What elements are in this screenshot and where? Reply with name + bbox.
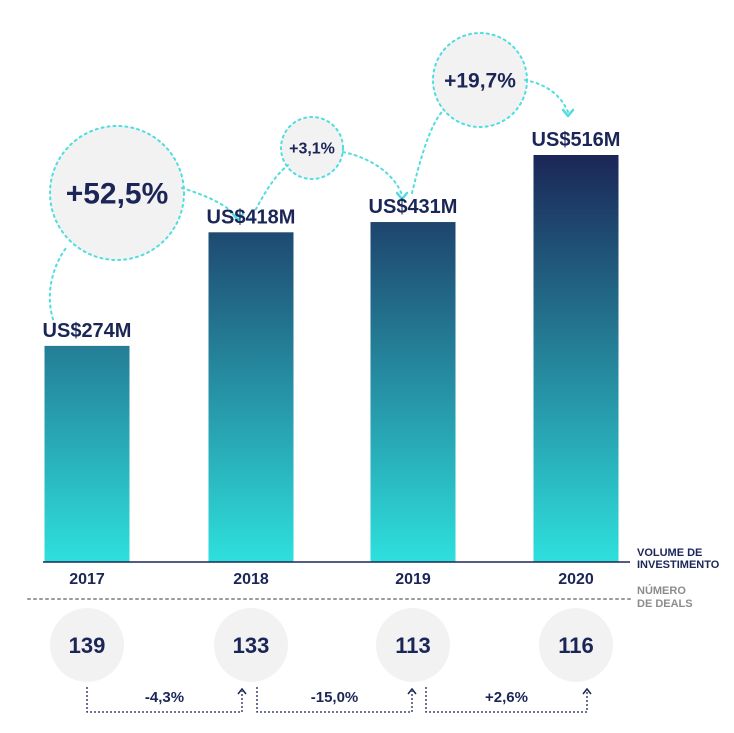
connector-3 xyxy=(249,164,289,221)
connector-arrowhead-1 xyxy=(231,212,245,222)
bar-2019 xyxy=(370,222,456,563)
deals-count-2017: 139 xyxy=(69,633,106,658)
growth-label-3: +19,7% xyxy=(444,69,516,92)
deal-bracket-3 xyxy=(425,687,588,713)
growth-bubble-1 xyxy=(49,125,185,261)
deals-count-2020: 116 xyxy=(558,633,594,658)
deals-label-line2: DE DEALS xyxy=(637,598,693,610)
deal-bracket-arrow-3 xyxy=(582,687,592,695)
growth-label-1: +52,5% xyxy=(66,178,169,211)
connector-5 xyxy=(411,111,443,194)
deals-circle-2020 xyxy=(539,608,613,682)
deal-bracket-2 xyxy=(256,687,413,713)
value-label-2017: US$274M xyxy=(43,320,132,342)
deal-bracket-arrow-2 xyxy=(407,687,417,695)
value-label-2020: US$516M xyxy=(532,129,621,151)
growth-bubbles: +52,5% +3,1% +19,7% xyxy=(49,32,528,261)
deal-change-label-1: -4,3% xyxy=(145,689,184,706)
deals-section: 139 133 113 116 -4,3% -15,0% +2,6% xyxy=(50,608,613,713)
deals-circle-2019 xyxy=(376,608,450,682)
connector-arrowhead-3 xyxy=(561,108,575,118)
deal-bracket-1 xyxy=(86,687,243,713)
value-label-2018: US$418M xyxy=(207,206,296,228)
value-label-2019: US$431M xyxy=(369,196,458,218)
deals-circle-2018 xyxy=(214,608,288,682)
bar-2020 xyxy=(533,155,619,562)
deals-label-line1: NÚMERO xyxy=(637,584,686,597)
growth-bubble-2 xyxy=(280,116,344,180)
year-label-2019: 2019 xyxy=(395,571,431,588)
year-label-2017: 2017 xyxy=(69,571,105,588)
connector-1 xyxy=(48,247,67,326)
connector-6 xyxy=(524,79,569,113)
deal-change-label-3: +2,6% xyxy=(485,689,528,706)
deal-bracket-arrow-1 xyxy=(237,687,247,695)
deals-count-2019: 113 xyxy=(395,633,431,658)
year-label-2020: 2020 xyxy=(558,571,594,588)
chart-text: US$274M 2017 US$418M 2018 US$431M 2019 US$516M… xyxy=(27,129,720,610)
bar-2018 xyxy=(208,232,294,562)
volume-label-line2: INVESTIMENTO xyxy=(637,559,720,571)
bar-2017 xyxy=(44,345,130,562)
year-label-2018: 2018 xyxy=(233,571,269,588)
bars xyxy=(44,155,619,563)
volume-label-line1: VOLUME DE xyxy=(637,547,702,559)
growth-connectors xyxy=(48,79,575,326)
connector-4 xyxy=(342,151,403,196)
connector-arrowhead-2 xyxy=(395,191,409,201)
deals-circle-2017 xyxy=(50,608,124,682)
deals-count-2018: 133 xyxy=(233,633,270,658)
deal-change-label-2: -15,0% xyxy=(311,689,359,706)
growth-label-2: +3,1% xyxy=(289,141,335,158)
